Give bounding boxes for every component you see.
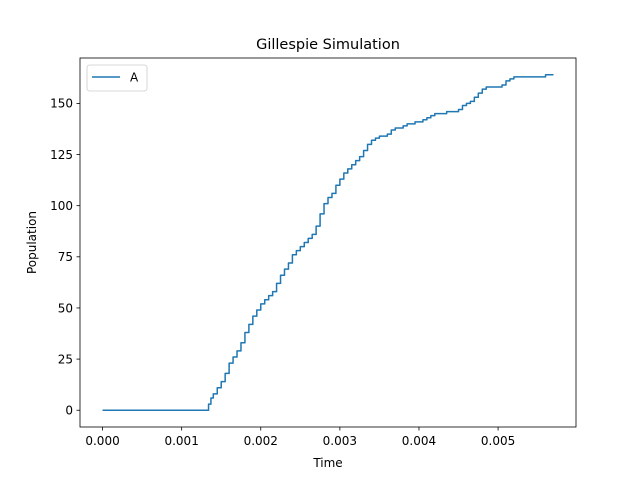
y-tick-label: 75 [58, 250, 73, 264]
x-axis-label: Time [312, 456, 342, 470]
y-tick-label: 0 [65, 404, 73, 418]
y-tick-label: 50 [58, 301, 73, 315]
y-axis: 0 25 50 75 100 125 150 [50, 97, 80, 418]
x-tick-label: 0.001 [164, 434, 198, 448]
legend: A [86, 64, 148, 92]
x-tick-label: 0.003 [323, 434, 357, 448]
x-tick-label: 0.005 [481, 434, 515, 448]
x-tick-label: 0.004 [402, 434, 436, 448]
x-tick-label: 0.002 [244, 434, 278, 448]
y-tick-label: 100 [50, 199, 73, 213]
y-tick-label: 125 [50, 148, 73, 162]
series-line-a [102, 74, 554, 411]
plot-area [102, 74, 554, 411]
x-axis: 0.000 0.001 0.002 0.003 0.004 0.005 [85, 427, 515, 448]
y-tick-label: 25 [58, 352, 73, 366]
legend-box [86, 64, 148, 92]
x-tick-label: 0.000 [85, 434, 119, 448]
legend-label-a: A [130, 71, 139, 85]
y-tick-label: 150 [50, 97, 73, 111]
axes-frame [79, 57, 577, 428]
y-axis-label: Population [25, 211, 39, 274]
chart-title: Gillespie Simulation [256, 37, 400, 53]
